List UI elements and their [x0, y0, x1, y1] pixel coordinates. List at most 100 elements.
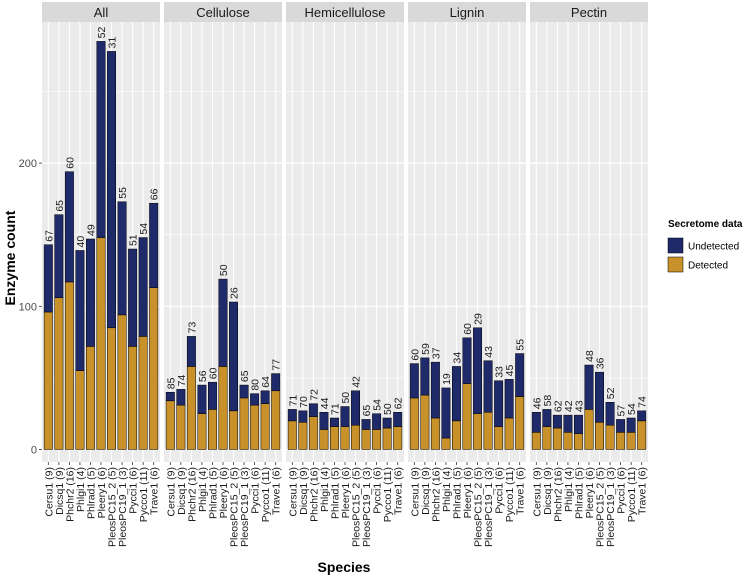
bar-undetected — [626, 417, 636, 433]
bar-undetected — [176, 389, 186, 406]
bar-data-label: 66 — [149, 188, 161, 200]
bar-detected — [117, 314, 127, 450]
x-tick-label: Pycco1 (11) — [138, 467, 150, 522]
x-tick-label: PleosPC19_1 (3) — [117, 467, 129, 547]
bar-undetected — [239, 384, 249, 399]
bar-detected — [430, 417, 440, 450]
panel-lignin: Lignin 60 Cersu1 (9) 59 Dicsq1 (9) 37 Phchr2 (… — [408, 2, 527, 547]
bar-detected — [138, 336, 148, 450]
bar-data-label: 62 — [552, 400, 564, 412]
bar-data-label: 57 — [616, 405, 628, 417]
bar-undetected — [298, 410, 308, 423]
bar-data-label: 43 — [483, 346, 495, 358]
bar-undetected — [584, 364, 594, 410]
bar-data-label: 50 — [340, 392, 352, 404]
bar-undetected — [260, 390, 270, 404]
bar-undetected — [361, 419, 371, 430]
x-tick-label: Pycci1 (6) — [250, 467, 262, 514]
x-tick-label: Phlrad1 (5) — [573, 467, 585, 519]
x-tick-label: PleosPC19_1 (3) — [483, 467, 495, 547]
bar-undetected — [86, 238, 95, 347]
bar-detected — [626, 432, 636, 450]
bar-data-label: 74 — [637, 396, 649, 408]
bar-data-label: 59 — [420, 343, 432, 355]
bar-data-label: 29 — [473, 313, 485, 325]
bar-undetected — [616, 419, 626, 433]
bar-data-label: 43 — [573, 400, 585, 412]
bar-undetected — [372, 413, 382, 430]
x-tick-label: Pycci1 (6) — [128, 467, 140, 514]
bar-data-label: 71 — [287, 395, 299, 407]
bar-detected — [218, 366, 228, 450]
bar-detected — [96, 237, 106, 450]
panel-all: All 67 Cersu1 (9) 65 Dicsq1 (9) 60 Phchr2 (16)… — [42, 2, 161, 547]
bar-data-label: 85 — [165, 377, 177, 389]
bar-data-label: 54 — [372, 399, 384, 411]
legend-key-undetected — [667, 237, 684, 254]
bar-data-label: 64 — [260, 376, 272, 388]
legend: Secretome data Undetected Detected — [667, 219, 743, 273]
x-tick-label: PleosPC15_2 (5) — [229, 467, 241, 547]
bar-data-label: 54 — [626, 403, 638, 415]
panel-cellulose: Cellulose 85 Cersu1 (9) 74 Dicsq1 (9) 73 Phchr… — [164, 2, 283, 547]
legend-title: Secretome data — [668, 219, 743, 230]
facet-strip — [408, 2, 526, 22]
bar-detected — [382, 427, 392, 450]
y-axis: 0 100 200 — [19, 158, 42, 457]
x-tick-label: Trave1 (6) — [271, 467, 283, 515]
bar-detected — [595, 422, 604, 450]
bar-data-label: 37 — [430, 347, 442, 359]
x-tick-label: Phlrad1 (5) — [329, 467, 341, 519]
legend-label-undetected: Undetected — [688, 242, 739, 253]
legend-key-detected — [667, 256, 684, 273]
facet-strip-label: Cellulose — [196, 5, 249, 20]
bar-detected — [260, 403, 270, 450]
bar-detected — [43, 311, 53, 450]
bar-detected — [308, 416, 318, 450]
bar-undetected — [271, 373, 281, 392]
x-tick-label: Cersu1 (9) — [409, 467, 421, 517]
bar-detected — [208, 409, 217, 450]
bar-undetected — [149, 202, 159, 288]
bar-detected — [64, 281, 74, 450]
x-tick-label: Phlrad1 (5) — [85, 467, 97, 519]
x-tick-label: Phlgi1 (4) — [75, 467, 87, 512]
bar-detected — [340, 426, 350, 450]
bar-data-label: 46 — [531, 397, 543, 409]
x-tick-label: Pycco1 (11) — [504, 467, 516, 522]
bar-undetected — [515, 353, 525, 397]
bar-undetected — [128, 248, 138, 347]
bar-data-label: 52 — [605, 387, 617, 399]
bar-data-label: 54 — [138, 223, 150, 235]
bar-detected — [54, 297, 64, 450]
bar-undetected — [452, 366, 461, 422]
bar-detected — [351, 424, 361, 450]
x-tick-label: Cersu1 (9) — [165, 467, 177, 517]
bar-detected — [176, 404, 186, 450]
bar-undetected — [430, 361, 440, 419]
x-tick-label: Pleery1 (6) — [462, 467, 474, 518]
bar-data-label: 26 — [229, 287, 241, 299]
bar-detected — [250, 404, 260, 450]
facet-strip — [286, 2, 404, 22]
facet-strip-label: Lignin — [450, 5, 485, 20]
bar-detected — [483, 412, 493, 450]
x-tick-label: Dicsq1 (9) — [176, 467, 188, 515]
bar-data-label: 58 — [542, 395, 554, 407]
bar-undetected — [287, 409, 297, 422]
legend-label-detected: Detected — [688, 261, 728, 272]
x-tick-label: Phchr2 (16) — [186, 467, 198, 522]
bar-undetected — [552, 414, 562, 429]
bar-data-label: 19 — [441, 373, 453, 385]
x-tick-label: Pycco1 (11) — [382, 467, 394, 522]
x-tick-label: PleosPC19_1 (3) — [239, 467, 251, 547]
bar-data-label: 65 — [239, 370, 251, 382]
bar-detected — [462, 383, 472, 450]
bar-detected — [75, 370, 85, 450]
bar-data-label: 36 — [595, 357, 607, 369]
bar-data-label: 52 — [96, 27, 108, 39]
x-tick-label: Pleery1 (6) — [96, 467, 108, 518]
bar-data-label: 56 — [197, 370, 209, 382]
x-tick-label: PleosPC15_2 (5) — [351, 467, 363, 547]
bar-data-label: 45 — [504, 364, 516, 376]
